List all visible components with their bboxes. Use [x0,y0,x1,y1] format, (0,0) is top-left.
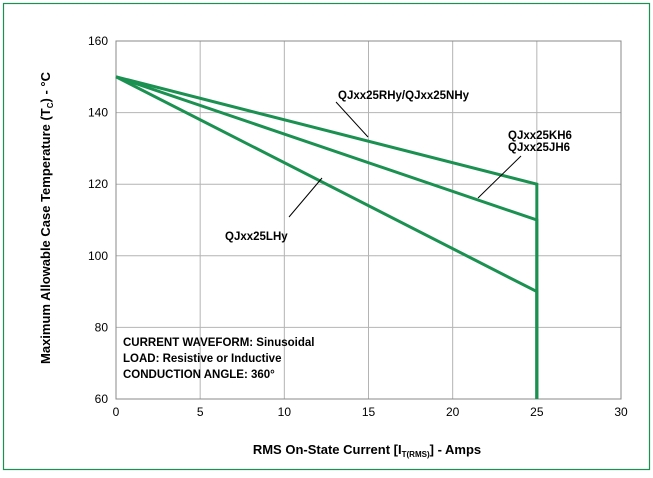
series-label-rhy: QJxx25RHy/QJxx25NHy [338,90,470,102]
annotation-waveform: CURRENT WAVEFORM: Sinusoidal [123,337,314,349]
series-line-2 [115,75,539,399]
y-tick-label-160: 160 [88,34,108,48]
y-axis-label: Maximum Allowable Case Temperature (TC) … [38,71,55,364]
series-label-jh6: QJxx25JH6 [508,142,570,154]
x-tick-label-5: 5 [197,405,204,419]
y-tick-label-100: 100 [88,249,108,263]
y-axis-label-sub: C [46,102,55,108]
x-tick-label-10: 10 [278,405,292,419]
x-axis-label: RMS On-State Current [IT(RMS)] - Amps [253,442,481,459]
annotation-load: LOAD: Resistive or Inductive [123,353,281,365]
x-axis-label-tail: ] - Amps [430,442,482,457]
x-tick-label-0: 0 [113,405,120,419]
series-label-kh6: QJxx25KH6 [508,130,572,142]
x-tick-label-25: 25 [530,405,544,419]
y-tick-label-120: 120 [88,177,108,191]
series-lines [115,75,539,399]
leader-line-1 [477,155,522,199]
leader-line-0 [335,101,369,138]
x-tick-label-15: 15 [362,405,376,419]
y-axis-label-main: Maximum Allowable Case Temperature (T [38,108,53,364]
chart-frame [2,2,651,471]
y-tick-label-60: 60 [95,392,109,406]
leader-lines [288,101,522,218]
plot-area-border [115,40,622,400]
tick-labels: 60 80 100 120 140 160 0 5 10 15 20 25 30 [88,34,628,419]
annotation-angle: CONDUCTION ANGLE: 360° [123,369,275,381]
y-tick-label-140: 140 [88,106,108,120]
x-axis-label-sub: T(RMS) [402,450,430,459]
x-tick-label-30: 30 [614,405,628,419]
leader-line-2 [288,177,323,218]
series-label-lhy: QJxx25LHy [225,231,288,243]
axes [115,40,622,400]
y-tick-label-80: 80 [95,320,109,334]
x-tick-label-20: 20 [446,405,460,419]
x-axis-label-main: RMS On-State Current [I [253,442,402,457]
y-axis-label-tail: ) - °C [38,71,53,102]
